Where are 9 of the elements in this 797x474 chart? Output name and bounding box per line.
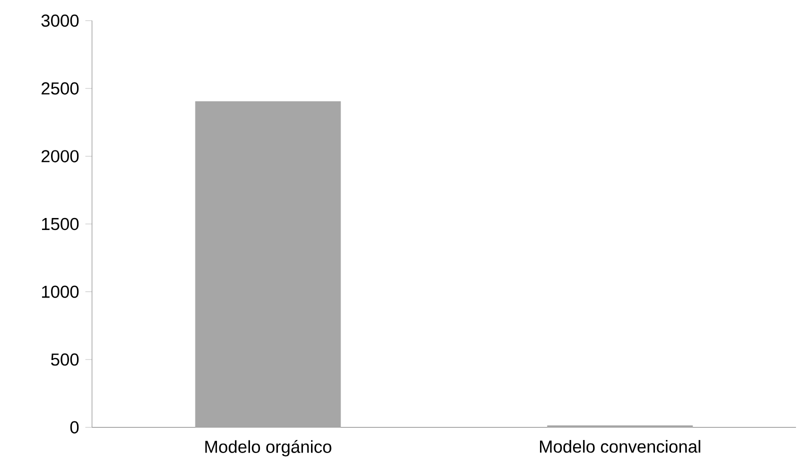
y-tick-label: 1000: [42, 286, 79, 298]
y-tick-label: 1500: [42, 218, 79, 230]
x-tick-label: Modelo orgánico: [205, 440, 332, 456]
x-tick-label: Modelo convencional: [540, 440, 700, 453]
y-tick-label: 0: [70, 421, 79, 434]
y-tick-label: 2000: [42, 150, 79, 162]
y-tick-label: 3000: [41, 14, 79, 27]
y-tick-label: 500: [51, 353, 79, 366]
y-tick-label: 2500: [42, 82, 79, 95]
